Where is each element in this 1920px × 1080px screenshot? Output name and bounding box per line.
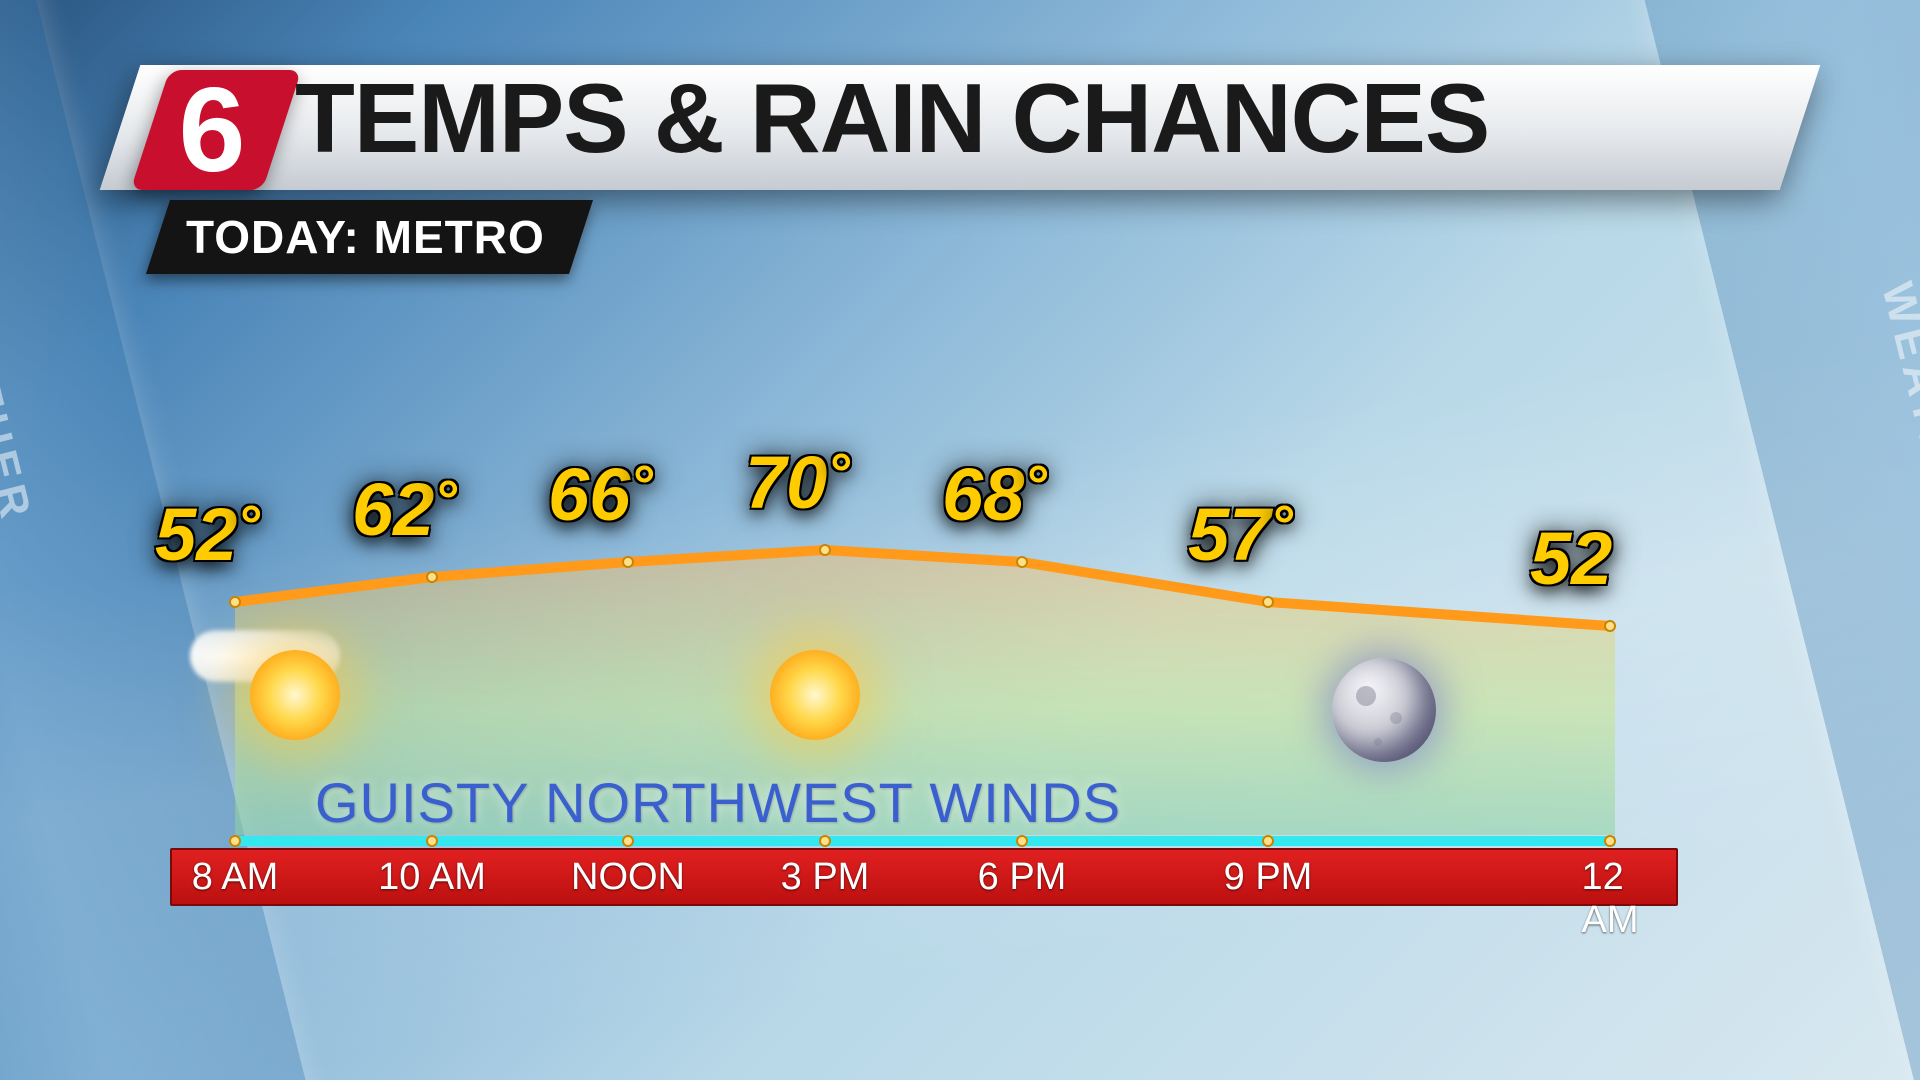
temp-value: 57° bbox=[1188, 492, 1293, 577]
time-label: 6 PM bbox=[978, 856, 1067, 899]
sun-icon bbox=[770, 650, 860, 740]
data-point bbox=[229, 596, 241, 608]
temp-value: 62° bbox=[352, 467, 457, 552]
data-point bbox=[1604, 620, 1616, 632]
temp-value: 70° bbox=[745, 440, 850, 525]
data-point bbox=[1262, 596, 1274, 608]
time-label: 8 AM bbox=[192, 856, 279, 899]
subhead-bar: TODAY: METRO bbox=[146, 200, 593, 274]
weather-graphic: WEATHER WEATHER 6 TEMPS & RAIN CHANCES T… bbox=[0, 0, 1920, 1080]
station-logo: 6 bbox=[154, 70, 270, 190]
baseline-point bbox=[1016, 835, 1028, 847]
time-label: 10 AM bbox=[378, 856, 486, 899]
time-label: 3 PM bbox=[781, 856, 870, 899]
side-text-right: WEATHER bbox=[1871, 277, 1920, 543]
temp-value: 66° bbox=[548, 452, 653, 537]
sun-icon bbox=[250, 650, 340, 740]
temp-value: 68° bbox=[942, 452, 1047, 537]
side-text-left: WEATHER bbox=[0, 263, 41, 529]
data-point bbox=[1016, 556, 1028, 568]
baseline-point bbox=[622, 835, 634, 847]
temp-value: 52 bbox=[1530, 516, 1612, 601]
moon-icon bbox=[1332, 658, 1436, 762]
subhead-text: TODAY: METRO bbox=[186, 210, 545, 264]
baseline-point bbox=[426, 835, 438, 847]
time-label: 9 PM bbox=[1224, 856, 1313, 899]
temp-value: 52° bbox=[155, 492, 260, 577]
baseline-point bbox=[819, 835, 831, 847]
time-labels: 8 AM10 AMNOON3 PM6 PM9 PM12 AM bbox=[180, 856, 1660, 900]
data-point bbox=[819, 544, 831, 556]
baseline-point bbox=[1262, 835, 1274, 847]
data-point bbox=[426, 571, 438, 583]
baseline-point bbox=[229, 835, 241, 847]
page-title: TEMPS & RAIN CHANCES bbox=[295, 62, 1489, 175]
baseline-point bbox=[1604, 835, 1616, 847]
data-point bbox=[622, 556, 634, 568]
temp-chart: 52°62°66°70°68°57°52 GUISTY NORTHWEST WI… bbox=[180, 280, 1660, 920]
time-label: 12 AM bbox=[1582, 856, 1639, 942]
winds-caption: GUISTY NORTHWEST WINDS bbox=[315, 770, 1121, 835]
baseline bbox=[235, 836, 1615, 846]
time-label: NOON bbox=[571, 856, 685, 899]
